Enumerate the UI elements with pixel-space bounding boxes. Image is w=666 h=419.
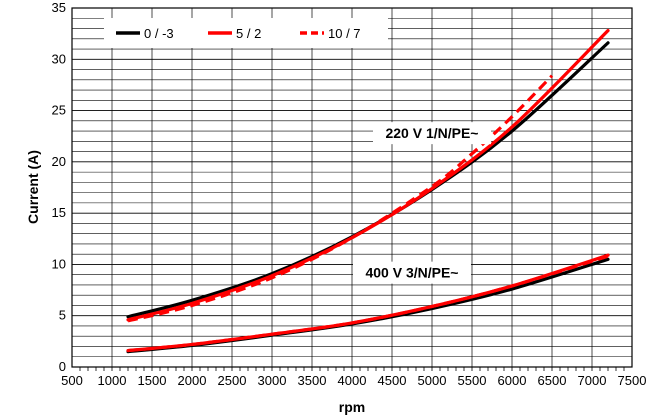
y-tick-labels: 0 5 10 15 20 25 30 35 <box>52 0 66 374</box>
y-tick-label: 15 <box>52 205 66 220</box>
annotation-label: 220 V 1/N/PE~ <box>385 125 478 141</box>
x-tick-label: 2500 <box>218 373 247 388</box>
x-tick-label: 6000 <box>498 373 527 388</box>
x-tick-label: 7500 <box>618 373 647 388</box>
annotation-label: 400 V 3/N/PE~ <box>365 265 458 281</box>
x-tick-label: 7000 <box>578 373 607 388</box>
x-tick-label: 1000 <box>98 373 127 388</box>
legend: 0 / -3 5 / 2 10 / 7 <box>104 18 388 48</box>
x-tick-label: 5500 <box>458 373 487 388</box>
y-tick-label: 10 <box>52 256 66 271</box>
y-tick-label: 5 <box>59 308 66 323</box>
legend-label: 10 / 7 <box>328 26 361 41</box>
series-group <box>126 28 610 354</box>
y-tick-label: 35 <box>52 0 66 15</box>
legend-label: 0 / -3 <box>144 26 174 41</box>
plot-frame <box>71 7 633 368</box>
x-tick-label: 4500 <box>378 373 407 388</box>
legend-box <box>104 18 388 48</box>
y-axis-label: Current (A) <box>25 150 41 224</box>
x-tick-label: 3000 <box>258 373 287 388</box>
x-tick-label: 5000 <box>418 373 447 388</box>
x-tick-label: 4000 <box>338 373 367 388</box>
series-line <box>127 74 554 323</box>
x-tick-labels: 500 1000 1500 2000 2500 3000 3500 4000 4500 5000 5… <box>61 373 646 388</box>
annotation-box <box>373 122 491 145</box>
x-tick-label: 1500 <box>138 373 167 388</box>
y-tick-label: 30 <box>52 51 66 66</box>
grid <box>72 8 632 371</box>
legend-label: 5 / 2 <box>236 26 261 41</box>
x-tick-label: 2000 <box>178 373 207 388</box>
x-tick-label: 500 <box>61 373 83 388</box>
series-line <box>127 254 609 353</box>
y-tick-label: 0 <box>59 359 66 374</box>
x-tick-label: 3500 <box>298 373 327 388</box>
y-tick-label: 25 <box>52 103 66 118</box>
x-axis-label: rpm <box>339 399 365 415</box>
annotations: 220 V 1/N/PE~ 400 V 3/N/PE~ <box>353 122 491 284</box>
annotation-box <box>353 261 471 284</box>
y-tick-label: 20 <box>52 154 66 169</box>
x-tick-label: 6500 <box>538 373 567 388</box>
